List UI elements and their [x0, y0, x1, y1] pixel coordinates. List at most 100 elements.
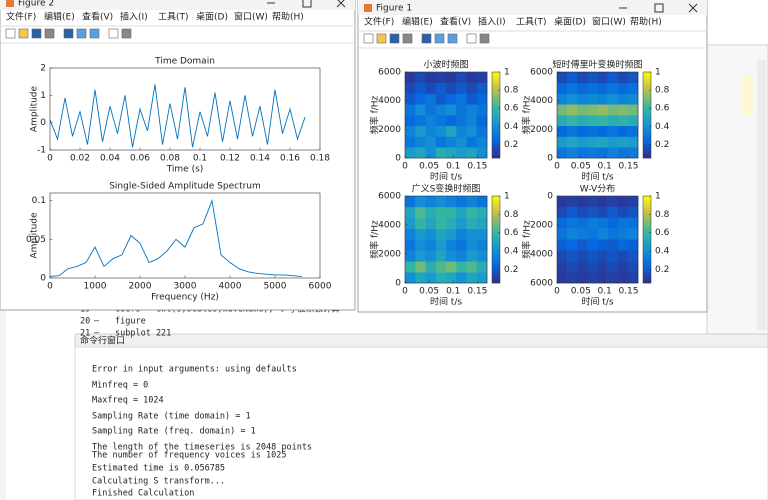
axes-frame: [404, 195, 488, 284]
colorbar-segment: [492, 86, 500, 91]
toolbar-button[interactable]: [376, 33, 387, 44]
maximize-button[interactable]: [302, 0, 312, 8]
menu-item[interactable]: 工具(T): [516, 17, 547, 28]
heatmap-cell: [415, 93, 426, 105]
colorbar-segment: [643, 228, 651, 233]
heatmap-cell: [597, 261, 608, 273]
menu-item[interactable]: 编辑(E): [402, 16, 433, 28]
colorbar-segment: [643, 79, 651, 84]
heatmap-cell: [425, 147, 437, 159]
heatmap-cell: [627, 104, 639, 116]
heatmap-cell: [607, 136, 619, 148]
scrollbar[interactable]: [757, 60, 766, 330]
heatmap-cell: [456, 217, 467, 229]
heatmap-cell: [567, 82, 578, 94]
heatmap-cell: [456, 136, 467, 148]
heatmap-cell: [617, 72, 629, 84]
heatmap-cell: [456, 239, 467, 251]
colorbar-segment: [643, 210, 651, 215]
colorbar-segment: [492, 279, 500, 284]
toolbar-button[interactable]: [363, 33, 374, 44]
heatmap-cell: [405, 115, 416, 127]
heatmap-cell: [577, 147, 588, 159]
menu-item[interactable]: 编辑(E): [44, 11, 75, 23]
menu-item[interactable]: 帮助(H): [630, 16, 662, 28]
y-tick-label: 0: [547, 192, 553, 202]
heatmap-cell: [466, 136, 478, 148]
heatmap-cell: [415, 239, 426, 251]
colorbar-segment: [643, 221, 651, 226]
heatmap-cell: [456, 72, 467, 84]
toolbar-button[interactable]: [63, 28, 74, 39]
toolbar-button[interactable]: [421, 33, 432, 44]
toolbar-button[interactable]: [479, 33, 490, 44]
menu-item[interactable]: 文件(F): [6, 11, 36, 23]
heatmap-cell: [577, 125, 588, 137]
y-tick-label: 0: [40, 118, 46, 128]
heatmap-cell: [567, 196, 578, 208]
toolbar-button[interactable]: [108, 28, 119, 39]
y-tick-label: 6000: [378, 192, 401, 202]
toolbar-button[interactable]: [44, 28, 55, 39]
menu-item[interactable]: 插入(I): [120, 11, 148, 23]
menu-item[interactable]: 插入(I): [478, 16, 506, 28]
heatmap-cell: [617, 206, 629, 219]
menu-item[interactable]: 查看(V): [440, 16, 471, 28]
toolbar-button[interactable]: [447, 33, 458, 44]
colorbar-segment: [643, 125, 651, 130]
toolbar-button[interactable]: [121, 28, 132, 39]
toolbar-button[interactable]: [402, 33, 413, 44]
maximize-button[interactable]: [654, 3, 664, 13]
y-tick-label: 0: [40, 274, 46, 284]
menu-item[interactable]: 窗口(W): [592, 16, 626, 28]
heatmap-cell: [446, 261, 457, 273]
heatmap-cell: [607, 239, 619, 251]
heatmap-cell: [617, 250, 629, 262]
window-icon: [364, 4, 372, 12]
close-button[interactable]: [336, 0, 346, 8]
colorbar-segment: [643, 246, 651, 251]
heatmap-cell: [607, 228, 619, 240]
axes-frame: [556, 195, 639, 284]
menu-item[interactable]: 桌面(D): [554, 16, 586, 28]
figure-window[interactable]: Figure 1 文件(F) 编辑(E) 查看(V) 插入(I) 工具(T) 桌面(D) 窗口…: [357, 0, 708, 313]
toolbar-button[interactable]: [31, 28, 42, 39]
signal-line: [49, 84, 306, 148]
heatmap-cell: [597, 93, 608, 105]
menu-item[interactable]: 查看(V): [82, 11, 113, 23]
heatmap-cell: [415, 104, 426, 116]
close-button[interactable]: [688, 3, 698, 13]
command-window[interactable]: [74, 346, 768, 500]
toolbar-button[interactable]: [76, 28, 87, 39]
toolbar-button[interactable]: [389, 33, 400, 44]
x-tick-label: 0.12: [220, 154, 240, 164]
heatmap-cell: [587, 272, 598, 284]
heatmap-cell: [415, 196, 426, 208]
command-window-header: [74, 333, 768, 348]
colorbar-segment: [492, 210, 500, 215]
x-tick-label: 0.1: [597, 162, 611, 172]
colorbar-label: 0.2: [655, 140, 669, 150]
toolbar-button[interactable]: [89, 28, 100, 39]
toolbar-button[interactable]: [18, 28, 29, 39]
colorbar-segment: [643, 217, 651, 222]
axes-frame: [404, 71, 488, 159]
heatmap-cell: [435, 93, 447, 105]
toolbar-button[interactable]: [5, 28, 16, 39]
colorbar-segment: [643, 111, 651, 116]
toolbar-button[interactable]: [466, 33, 477, 44]
menu-item[interactable]: 桌面(D): [196, 11, 228, 23]
line-dash: —: [94, 329, 100, 339]
heatmap-cell: [557, 261, 568, 273]
menu-item[interactable]: 窗口(W): [234, 11, 268, 23]
menu-item[interactable]: 文件(F): [364, 16, 394, 28]
heatmap-cell: [456, 261, 467, 273]
menu-item[interactable]: 工具(T): [158, 12, 189, 23]
toolbar-button[interactable]: [434, 33, 445, 44]
menu-item[interactable]: 帮助(H): [272, 11, 304, 23]
heatmap-cell: [425, 261, 437, 273]
heatmap-cell: [415, 136, 426, 148]
colorbar-segment: [643, 143, 651, 148]
heatmap-cell: [557, 206, 568, 219]
figure-window[interactable]: Figure 2 文件(F) 编辑(E) 查看(V) 插入(I) 工具(T) 桌面(D) 窗口…: [0, 0, 356, 311]
